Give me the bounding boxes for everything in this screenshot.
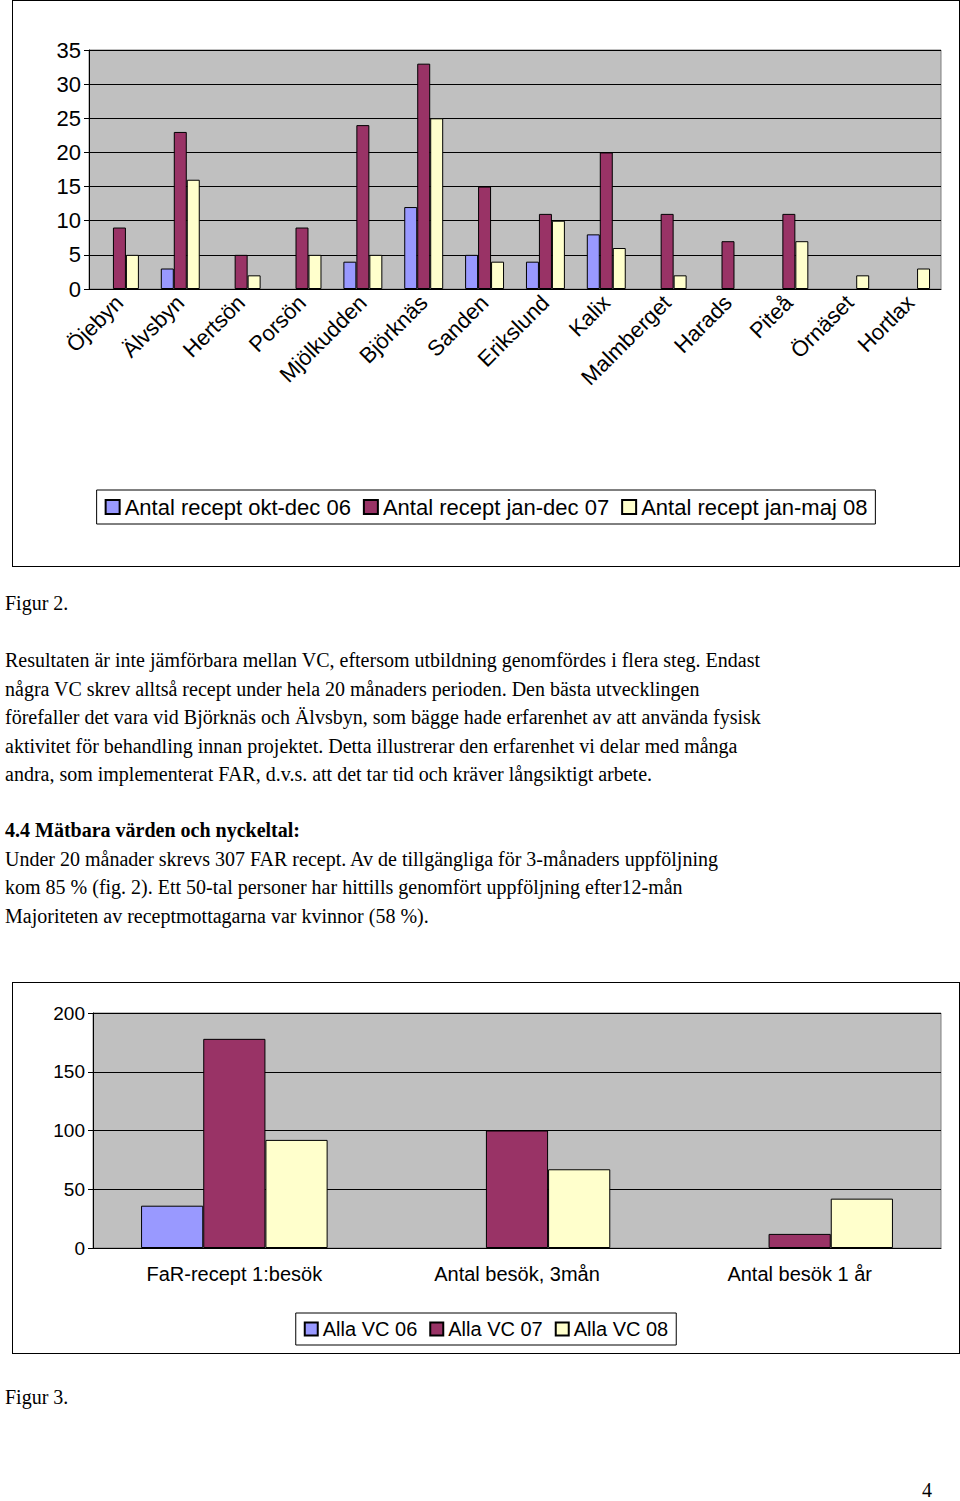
html-text:kom 85 % (fig. 2). Ett 50-tal: kom 85 % (fig. 2). Ett 50-tal personer h… [5,876,683,898]
html-text:Resultaten är inte jämförbara: Resultaten är inte jämförbara mellan VC,… [5,649,760,671]
html-text:4: 4 [922,1479,932,1501]
svg-text:Alla VC 08: Alla VC 08 [574,1318,669,1340]
svg-text:25: 25 [57,106,81,131]
svg-text:Antal recept okt-dec 06: Antal recept okt-dec 06 [125,495,351,520]
html-text:förefaller det vara vid Björkn: förefaller det vara vid Björknäs och Älv… [5,706,761,728]
svg-text:Alla VC 07: Alla VC 07 [448,1318,543,1340]
svg-text:200: 200 [53,1003,85,1024]
html-text:4.4 Mätbara värden och nyckelt: 4.4 Mätbara värden och nyckeltal: [5,819,300,841]
svg-text:100: 100 [53,1120,85,1141]
svg-text:35: 35 [57,38,81,63]
html-text:Figur 2.: Figur 2. [5,592,69,614]
svg-text:Örnäset: Örnäset [786,290,859,363]
svg-text:Hortlax: Hortlax [852,290,919,357]
svg-text:150: 150 [53,1061,85,1082]
svg-text:0: 0 [69,277,81,302]
svg-text:50: 50 [64,1179,85,1200]
svg-text:Hertsön: Hertsön [178,290,250,362]
svg-text:Erikslund: Erikslund [473,290,555,372]
html-text:aktivitet för behandling innan: aktivitet för behandling innan projektet… [5,734,738,757]
html-text:andra, som implementerat FAR,: andra, som implementerat FAR, d.v.s. att… [5,763,652,785]
svg-text:0: 0 [74,1238,85,1259]
svg-text:Antal recept jan-dec 07: Antal recept jan-dec 07 [383,495,609,520]
svg-text:5: 5 [69,242,81,267]
svg-text:Porsön: Porsön [243,290,311,358]
svg-text:20: 20 [57,140,81,165]
svg-text:Älvsbyn: Älvsbyn [117,290,189,362]
svg-text:Björknäs: Björknäs [354,290,432,368]
svg-text:Piteå: Piteå [745,290,799,344]
html-text:Under 20 månader skrevs 307 FA: Under 20 månader skrevs 307 FAR recept. … [5,847,718,870]
svg-text:15: 15 [57,174,81,199]
html-text:Majoriteten av receptmottagarn: Majoriteten av receptmottagarna var kvin… [5,904,429,927]
svg-text:Alla VC 06: Alla VC 06 [323,1318,418,1340]
svg-text:30: 30 [57,72,81,97]
svg-text:Malmberget: Malmberget [576,290,676,390]
svg-text:Kalix: Kalix [564,290,615,341]
svg-text:Antal recept jan-maj 08: Antal recept jan-maj 08 [641,495,867,520]
html-text:Figur 3.: Figur 3. [5,1386,69,1408]
svg-text:Öjebyn: Öjebyn [61,290,129,358]
svg-text:FaR-recept 1:besök: FaR-recept 1:besök [147,1263,324,1285]
svg-text:Mjölkudden: Mjölkudden [275,290,372,387]
svg-text:Antal besök, 3mån: Antal besök, 3mån [434,1263,600,1285]
html-text:några VC skrev alltså recept u: några VC skrev alltså recept under hela … [5,677,700,700]
svg-text:Harads: Harads [669,290,737,358]
svg-text:Antal besök 1 år: Antal besök 1 år [727,1263,872,1285]
svg-text:Sanden: Sanden [422,290,494,362]
svg-text:10: 10 [57,208,81,233]
